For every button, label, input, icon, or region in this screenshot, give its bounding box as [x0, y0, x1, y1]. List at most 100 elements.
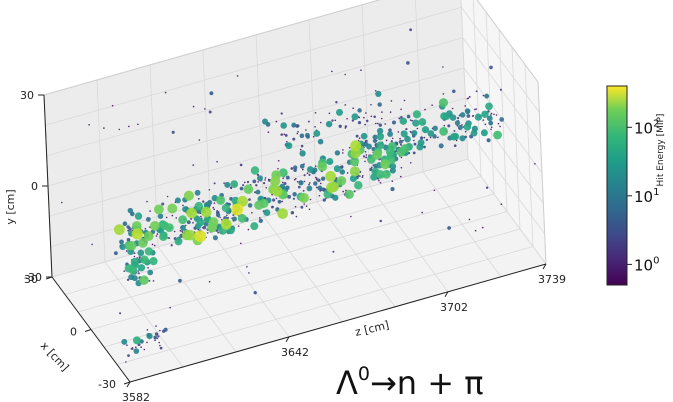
- hit-point: [303, 203, 306, 205]
- hit-point: [351, 119, 355, 122]
- hit-point: [403, 99, 406, 102]
- y-tick-label: 0: [31, 180, 38, 193]
- hit-point: [157, 335, 160, 338]
- hit-point: [103, 127, 105, 129]
- hit-point: [154, 204, 164, 215]
- hit-point: [357, 121, 362, 125]
- hit-point: [282, 181, 284, 184]
- hit-point: [179, 230, 182, 232]
- chart-title: Λ0→n + π: [336, 363, 484, 402]
- hit-point: [140, 346, 142, 349]
- hit-point: [377, 122, 379, 125]
- hit-point: [317, 161, 328, 172]
- hit-point: [200, 215, 202, 218]
- hit-point: [256, 175, 264, 182]
- hit-point: [231, 196, 240, 205]
- hit-point: [250, 166, 260, 175]
- hit-point: [237, 213, 247, 223]
- hit-point: [293, 178, 296, 181]
- hit-point: [423, 145, 426, 149]
- hit-point: [358, 137, 361, 139]
- hit-point: [200, 206, 212, 218]
- hit-point: [362, 155, 366, 158]
- hit-point: [325, 171, 336, 182]
- hit-point: [468, 218, 471, 221]
- hit-point: [475, 90, 478, 93]
- hit-point: [267, 131, 270, 133]
- hit-point: [167, 203, 178, 214]
- hit-point: [438, 98, 449, 108]
- hit-point: [159, 346, 163, 350]
- hit-point: [270, 176, 281, 187]
- hit-point: [258, 218, 263, 223]
- hit-point: [265, 187, 268, 189]
- hit-point: [423, 136, 426, 139]
- hit-point: [297, 131, 299, 133]
- z-tick-mark: [542, 263, 547, 270]
- hit-point: [307, 120, 310, 123]
- hit-point: [390, 100, 393, 102]
- hit-point: [331, 70, 333, 73]
- hit-point: [331, 119, 334, 122]
- hit-point: [168, 237, 171, 239]
- hit-point: [223, 182, 225, 184]
- hit-point: [447, 226, 451, 230]
- hit-point: [313, 181, 318, 186]
- hit-point: [175, 217, 177, 219]
- hit-point: [143, 348, 146, 351]
- hit-point: [236, 75, 239, 77]
- hit-point: [370, 166, 373, 169]
- hit-point: [379, 219, 382, 223]
- hit-point: [192, 221, 194, 224]
- hit-point: [406, 114, 411, 119]
- hit-point: [432, 125, 438, 132]
- hit-point: [314, 112, 317, 114]
- hit-point: [246, 180, 250, 184]
- hit-point: [334, 119, 337, 122]
- hit-point: [131, 346, 134, 349]
- hit-point: [113, 251, 118, 256]
- colorbar-tick-exponent: 2: [653, 118, 659, 129]
- hit-point: [283, 181, 287, 186]
- hit-point: [433, 189, 436, 192]
- hit-point: [127, 354, 130, 357]
- hit-point: [485, 186, 489, 189]
- z-tick-label: 3642: [281, 346, 309, 359]
- axes-panes: [44, 0, 546, 382]
- hit-point: [416, 143, 424, 151]
- hit-point: [361, 176, 364, 178]
- hit-point: [314, 126, 316, 128]
- hit-point: [500, 203, 503, 205]
- hit-point: [121, 338, 128, 345]
- hit-point: [145, 217, 151, 222]
- grid-line: [467, 158, 547, 265]
- hit-point: [349, 174, 357, 183]
- hit-point: [360, 132, 368, 140]
- hit-point: [493, 130, 502, 140]
- hit-point: [283, 133, 286, 136]
- hit-point: [292, 137, 296, 141]
- hit-point: [400, 156, 403, 159]
- hit-point: [251, 212, 253, 214]
- hit-point: [171, 130, 175, 134]
- hit-point: [314, 176, 317, 179]
- x-tick-mark: [123, 381, 131, 385]
- hit-point: [243, 181, 246, 184]
- hit-point: [413, 139, 415, 142]
- hit-point: [171, 214, 174, 217]
- hit-point: [374, 90, 377, 92]
- hit-point: [275, 197, 278, 200]
- hit-point: [447, 124, 451, 128]
- hit-point: [354, 180, 363, 190]
- hit-point: [137, 272, 140, 275]
- hit-point: [277, 208, 288, 219]
- hit-point: [208, 189, 211, 191]
- hit-point: [153, 335, 158, 340]
- hit-point: [309, 182, 311, 184]
- hit-point: [499, 125, 501, 128]
- hit-point: [425, 138, 429, 142]
- hit-point: [217, 231, 220, 234]
- hit-point: [277, 199, 282, 204]
- hit-point: [126, 240, 137, 251]
- hit-point: [342, 152, 344, 154]
